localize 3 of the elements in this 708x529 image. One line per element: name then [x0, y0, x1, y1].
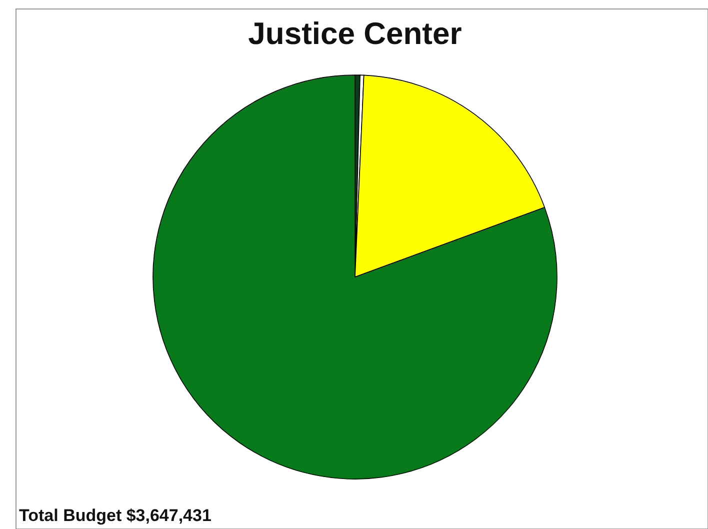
pie-slice — [152, 74, 558, 480]
text: Total Budget $3,647,431 — [19, 506, 212, 525]
chart-title: Justice Center — [248, 16, 462, 51]
